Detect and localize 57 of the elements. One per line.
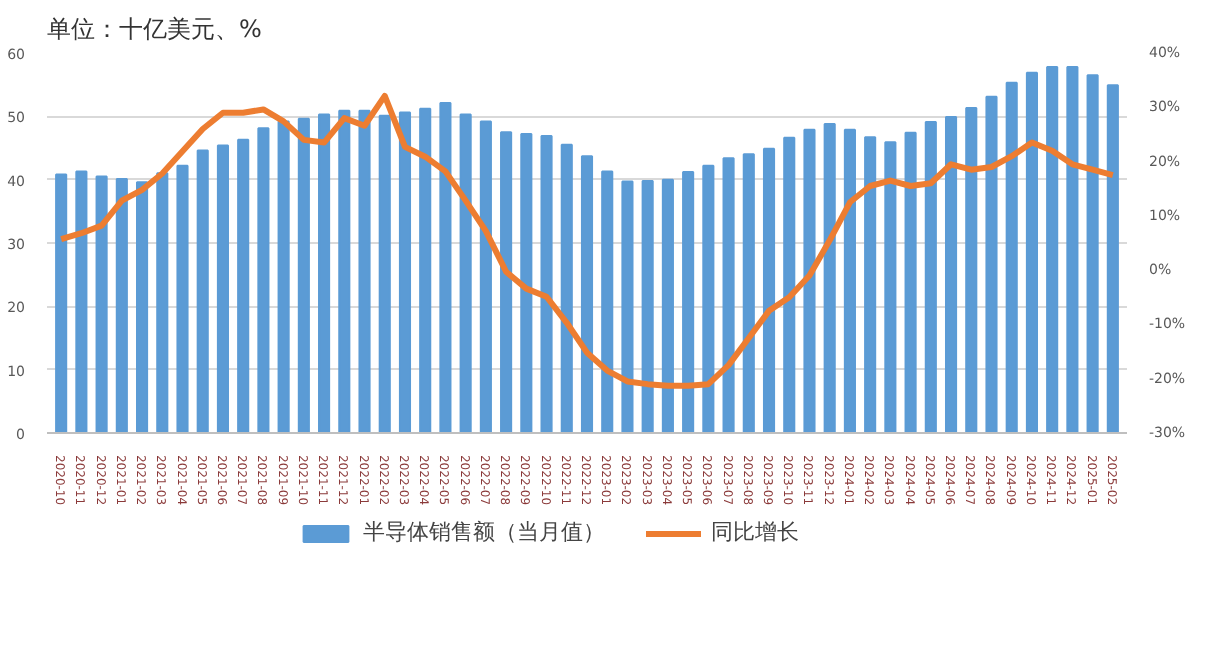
bar: [338, 109, 351, 433]
legend-label: 半导体销售额（当月值）: [362, 517, 605, 547]
bar: [115, 178, 128, 433]
bar: [1106, 84, 1119, 433]
line-series: [58, 92, 1116, 389]
bar: [196, 149, 209, 433]
bar: [55, 173, 68, 433]
bar: [783, 136, 796, 433]
bar: [1005, 81, 1018, 433]
bar: [297, 117, 310, 433]
bar: [601, 170, 614, 433]
bar: [75, 170, 88, 433]
bar: [661, 178, 674, 433]
bar: [560, 143, 573, 433]
chart-title: 单位：十亿美元、%: [47, 15, 262, 43]
bar: [965, 107, 978, 433]
bar: [823, 122, 836, 433]
bar: [864, 136, 877, 433]
bar: [479, 120, 492, 433]
bar: [641, 179, 654, 433]
bar: [358, 109, 371, 433]
bar: [944, 115, 958, 433]
bar: [803, 128, 816, 433]
bar: [722, 157, 735, 433]
bar: [884, 141, 897, 433]
bar: [985, 95, 998, 433]
bar: [176, 164, 189, 433]
bar: [762, 147, 776, 433]
bar: [520, 133, 533, 433]
bar: [580, 155, 594, 433]
bar: [682, 171, 695, 433]
bar: [95, 175, 108, 433]
bar: [216, 144, 230, 433]
bar: [702, 164, 715, 433]
bar: [378, 114, 391, 433]
bar: [277, 120, 290, 433]
bar: [257, 127, 270, 433]
bar: [843, 128, 856, 433]
bar: [500, 131, 513, 433]
bar: [1025, 71, 1038, 433]
bar: [1066, 65, 1079, 433]
bar: [419, 107, 432, 433]
legend-label: 同比增长: [710, 517, 799, 547]
bar: [1046, 65, 1059, 433]
bar: [1086, 74, 1099, 433]
bar: [237, 138, 250, 433]
bar: [459, 113, 472, 433]
bar: [398, 111, 412, 433]
bar: [924, 121, 937, 433]
bar: [621, 180, 634, 433]
bar: [540, 134, 553, 433]
bar: [136, 181, 149, 433]
bar: [742, 153, 755, 433]
bar: [318, 113, 331, 433]
bar: [439, 102, 452, 433]
bar: [904, 131, 917, 433]
bar: [156, 172, 169, 433]
